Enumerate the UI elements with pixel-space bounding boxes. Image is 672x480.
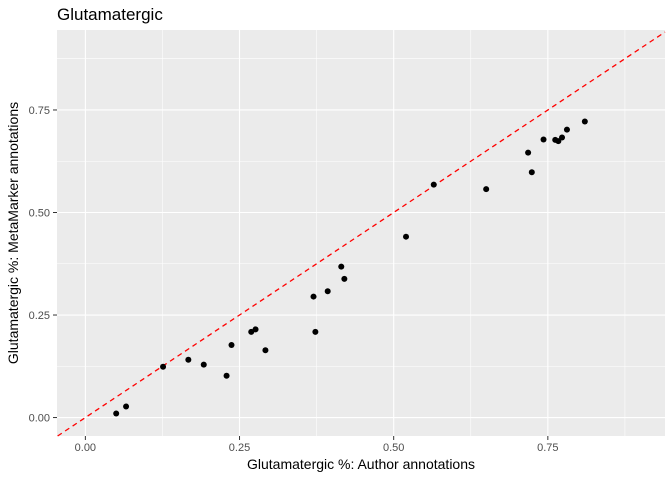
reference-line-group — [57, 31, 666, 437]
data-point — [555, 138, 562, 145]
y-tick-label: 0.75 — [29, 105, 50, 117]
y-tick-label: 0.50 — [29, 207, 50, 219]
data-point — [123, 403, 130, 410]
data-point — [525, 149, 532, 156]
data-point — [252, 326, 259, 333]
data-point — [324, 288, 331, 295]
data-point — [228, 341, 235, 348]
data-point — [403, 233, 410, 240]
x-tick-label: 0.75 — [537, 442, 558, 454]
reference-line — [57, 31, 666, 437]
x-axis-ticks: 0.00 0.25 0.50 0.75 — [75, 436, 559, 454]
y-tick-label: 0.00 — [29, 413, 50, 425]
chart-title: Glutamatergic — [57, 5, 163, 24]
data-point — [223, 372, 230, 379]
data-point — [185, 356, 192, 363]
x-tick-label: 0.50 — [383, 442, 404, 454]
data-point — [310, 293, 317, 300]
x-tick-label: 0.00 — [75, 442, 96, 454]
y-axis-title: Glutamatergic %: MetaMarker annotations — [5, 102, 21, 364]
data-point — [430, 181, 437, 188]
minor-gridlines — [57, 30, 665, 436]
data-point — [312, 328, 319, 335]
data-points — [113, 118, 588, 417]
data-point — [341, 275, 348, 282]
data-point — [540, 136, 547, 143]
data-point — [559, 134, 566, 141]
major-gridlines — [57, 30, 665, 436]
y-axis-ticks: 0.00 0.25 0.50 0.75 — [29, 105, 57, 425]
x-axis-title: Glutamatergic %: Author annotations — [247, 456, 475, 472]
data-point — [483, 186, 490, 193]
data-point — [262, 347, 269, 354]
data-point — [113, 410, 120, 417]
data-point — [528, 169, 535, 176]
data-point — [338, 263, 345, 270]
y-tick-label: 0.25 — [29, 310, 50, 322]
data-point — [581, 118, 588, 125]
data-point — [563, 126, 570, 133]
data-point — [200, 361, 207, 368]
x-tick-label: 0.25 — [229, 442, 250, 454]
data-point — [160, 363, 167, 370]
